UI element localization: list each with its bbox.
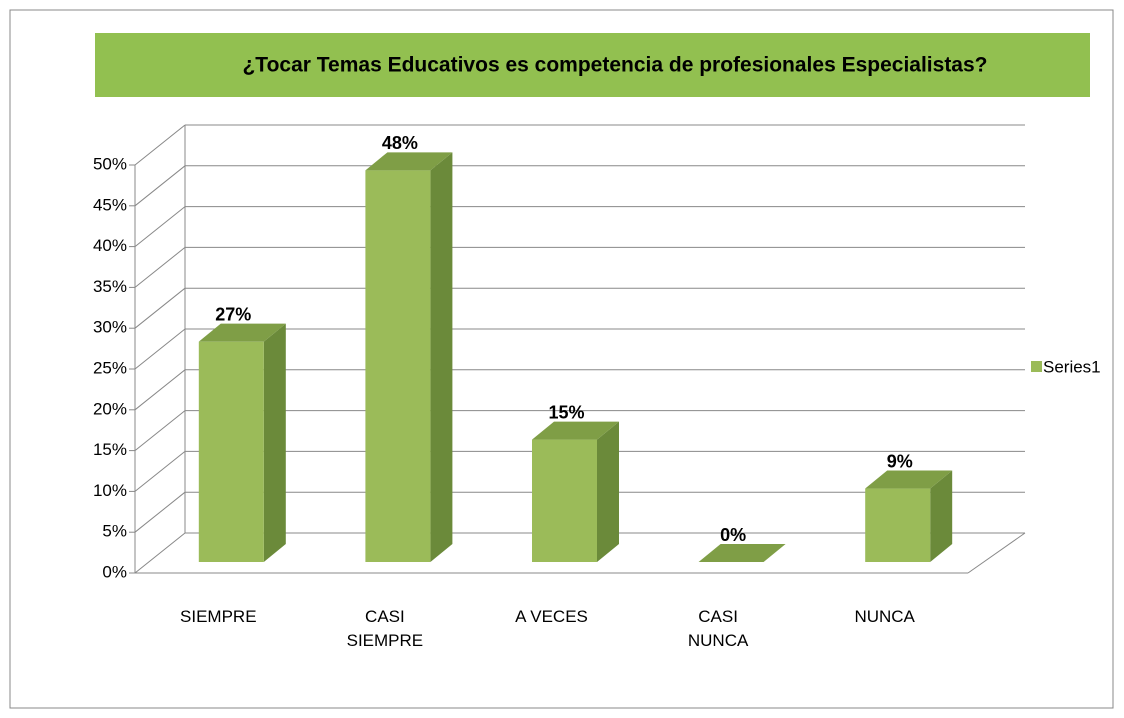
bar-side xyxy=(930,470,953,562)
bar-top xyxy=(865,470,953,489)
x-tick-label: CASI NUNCA xyxy=(687,607,749,650)
y-tick-label: 45% xyxy=(93,195,127,214)
grid-line-side xyxy=(134,328,186,370)
data-label: 27% xyxy=(215,304,251,324)
y-tick-label: 35% xyxy=(93,277,127,296)
floor-edge xyxy=(967,532,1026,574)
grid-line-side xyxy=(134,165,186,207)
title-box xyxy=(95,33,1090,97)
grid-line-side xyxy=(134,451,186,492)
grid-line-side xyxy=(134,124,186,166)
grid-line-side xyxy=(134,206,186,247)
legend-label: Series1 xyxy=(1043,357,1101,376)
y-tick-label: 0% xyxy=(102,562,127,581)
bar-side xyxy=(597,421,619,562)
bar xyxy=(865,488,931,562)
data-label: 9% xyxy=(887,451,913,471)
grid-line-side xyxy=(134,287,186,329)
grid-line-side xyxy=(134,410,186,451)
bar-side xyxy=(430,152,453,562)
grid-line-side xyxy=(134,247,186,288)
grid-line-side xyxy=(134,369,186,411)
bar-top xyxy=(198,323,286,342)
bar-top xyxy=(532,421,619,440)
x-tick-label: SIEMPRE xyxy=(180,607,257,626)
bar-top xyxy=(698,544,786,562)
x-tick-label: NUNCA xyxy=(854,607,915,626)
y-tick-label: 5% xyxy=(102,522,127,541)
y-tick-label: 15% xyxy=(93,440,127,459)
bar-side xyxy=(263,323,286,562)
x-tick-label: CASI SIEMPRE xyxy=(346,607,424,650)
y-tick-label: 50% xyxy=(93,154,127,173)
legend-swatch xyxy=(1031,361,1042,372)
y-tick-label: 10% xyxy=(93,481,127,500)
bar xyxy=(198,341,264,562)
y-tick-label: 25% xyxy=(93,358,127,377)
data-label: 0% xyxy=(720,525,746,545)
data-label: 15% xyxy=(548,402,584,422)
bar xyxy=(365,170,431,562)
chart-border xyxy=(9,9,1114,709)
y-tick-label: 40% xyxy=(93,236,127,255)
x-tick-label: A VECES xyxy=(515,607,588,626)
bar-top xyxy=(365,152,453,171)
y-tick-label: 20% xyxy=(93,399,127,418)
bar xyxy=(532,439,597,562)
grid-line-side xyxy=(134,491,186,533)
data-label: 48% xyxy=(382,133,418,153)
chart-title: ¿Tocar Temas Educativos es competencia d… xyxy=(242,54,987,77)
y-tick-label: 30% xyxy=(93,318,127,337)
grid-line-side xyxy=(134,532,186,574)
